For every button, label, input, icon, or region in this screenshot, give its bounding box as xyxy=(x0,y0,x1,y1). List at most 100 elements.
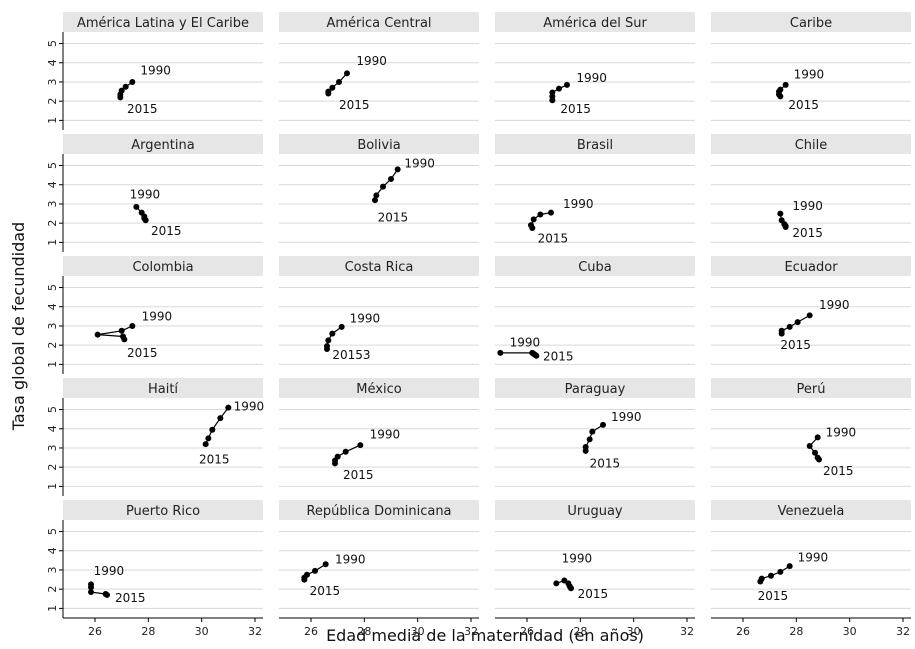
panel-title: Caribe xyxy=(790,16,832,31)
panel-strip xyxy=(711,500,911,520)
y-axis-title: Tasa global de fecundidad xyxy=(9,222,28,431)
data-point xyxy=(778,330,785,337)
x-tick-label: 28 xyxy=(789,625,803,638)
panel-strip xyxy=(495,12,695,32)
year-label: 2015 xyxy=(560,102,591,116)
year-label: 1990 xyxy=(356,54,387,68)
year-label: 2015 xyxy=(343,468,374,482)
year-label: 2015 xyxy=(788,98,819,112)
y-tick-label: 1 xyxy=(46,117,59,124)
data-point xyxy=(564,81,570,88)
x-axis-title: Edad media de la maternidad (en años) xyxy=(326,626,644,645)
y-tick-label: 5 xyxy=(46,528,59,535)
year-label: 2015 xyxy=(543,350,574,364)
data-point xyxy=(794,319,801,326)
data-point xyxy=(786,563,793,570)
panel-title: Uruguay xyxy=(567,504,623,519)
data-point xyxy=(394,166,401,173)
panel-strip xyxy=(495,500,695,520)
panel-strip xyxy=(279,134,479,154)
data-point xyxy=(806,443,813,450)
panel-strip xyxy=(711,378,911,398)
panel-title: Chile xyxy=(795,138,828,153)
year-label: 2015 xyxy=(758,589,789,603)
data-point xyxy=(549,97,556,104)
y-tick-label: 1 xyxy=(46,239,59,246)
panel-title: Perú xyxy=(797,382,826,397)
panel-strip xyxy=(63,500,263,520)
y-tick-label: 3 xyxy=(46,78,59,85)
data-point xyxy=(94,331,101,338)
panel-title: América Central xyxy=(326,16,431,31)
y-tick-label: 4 xyxy=(46,547,59,554)
x-tick-label: 28 xyxy=(357,625,371,638)
data-point xyxy=(372,197,378,204)
data-point xyxy=(322,561,329,568)
panel-strip xyxy=(279,500,479,520)
data-point xyxy=(533,352,540,359)
y-tick-label: 5 xyxy=(46,40,59,47)
x-tick-label: 32 xyxy=(680,625,694,638)
year-label: 1990 xyxy=(404,157,435,171)
data-point xyxy=(777,568,784,575)
panel-title: Argentina xyxy=(131,138,194,153)
year-label: 1990 xyxy=(576,71,607,85)
panel: Paraguay 1990 2015 xyxy=(495,378,695,487)
y-tick-label: 4 xyxy=(46,425,59,432)
y-tick-label: 5 xyxy=(46,284,59,291)
data-point xyxy=(217,415,224,422)
data-point xyxy=(777,93,784,100)
data-point xyxy=(782,81,789,88)
panel-strip xyxy=(279,378,479,398)
data-point xyxy=(117,94,124,101)
panel: Costa Rica 1990 20153 xyxy=(279,256,479,365)
x-tick-label: 30 xyxy=(195,625,209,638)
year-label: 2015 xyxy=(151,224,182,238)
data-point xyxy=(312,567,318,574)
year-label: 2015 xyxy=(792,226,823,240)
data-point xyxy=(338,323,345,330)
y-tick-label: 3 xyxy=(46,322,59,329)
panel-title: Colombia xyxy=(132,260,193,275)
data-point xyxy=(757,578,764,585)
data-point xyxy=(202,441,209,448)
panel: Colombia 1 2 3 4 5 1990 2015 xyxy=(46,256,263,374)
year-label: 2015 xyxy=(578,587,609,601)
panel-strip xyxy=(63,378,263,398)
y-tick-label: 4 xyxy=(46,181,59,188)
panel: Perú 1990 2015 xyxy=(711,378,911,487)
x-tick-label: 30 xyxy=(843,625,857,638)
data-point xyxy=(777,210,784,217)
data-point xyxy=(589,428,596,435)
x-tick-label: 32 xyxy=(248,625,262,638)
year-label: 2015 xyxy=(823,464,854,478)
data-point xyxy=(548,209,554,216)
data-point xyxy=(342,448,349,455)
x-tick-label: 30 xyxy=(627,625,641,638)
y-tick-label: 3 xyxy=(46,444,59,451)
panel: Ecuador 1990 2015 xyxy=(711,256,911,365)
data-point xyxy=(782,224,789,231)
y-tick-label: 3 xyxy=(46,200,59,207)
series-line xyxy=(759,565,791,582)
panel: México 1990 2015 xyxy=(279,378,479,487)
panel-strip xyxy=(495,256,695,276)
data-point xyxy=(325,337,332,344)
panel-title: México xyxy=(356,382,401,397)
data-point xyxy=(388,175,394,182)
year-label: 1990 xyxy=(335,552,366,566)
panel-strip xyxy=(63,12,263,32)
data-point xyxy=(209,426,216,433)
data-point xyxy=(357,442,364,449)
data-point xyxy=(814,434,821,441)
panel-title: Ecuador xyxy=(784,260,838,275)
panel-strip xyxy=(711,256,911,276)
year-label: 2015 xyxy=(127,346,158,360)
x-tick-label: 32 xyxy=(464,625,478,638)
data-point xyxy=(336,78,342,85)
panel-strip xyxy=(63,134,263,154)
panel: Bolivia 1990 2015 xyxy=(279,134,479,243)
data-point xyxy=(530,216,537,223)
